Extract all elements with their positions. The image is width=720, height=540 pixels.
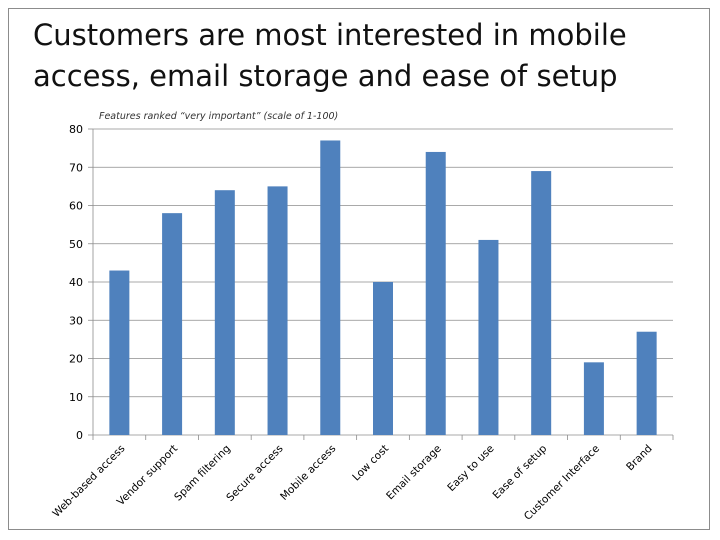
bar-2	[214, 190, 235, 435]
y-tick-label-70: 70	[69, 161, 83, 174]
x-tick-label-3: Secure access	[224, 443, 285, 504]
chart-subtitle: Features ranked “very important” (scale …	[99, 111, 339, 122]
slide-title: Customers are most interested in mobile …	[33, 18, 627, 93]
bar-4	[320, 140, 341, 435]
y-tick-label-60: 60	[69, 200, 83, 213]
bar-1	[162, 213, 183, 435]
bar-8	[531, 171, 552, 435]
bar-6	[425, 151, 446, 435]
x-tick-label-4: Mobile access	[278, 443, 338, 503]
x-tick-label-10: Brand	[624, 443, 655, 474]
y-tick-label-10: 10	[69, 391, 83, 404]
x-tick-label-5: Low cost	[350, 443, 391, 484]
y-tick-label-30: 30	[69, 314, 83, 327]
x-tick-label-8: Ease of setup	[490, 442, 549, 501]
bar-9	[583, 362, 604, 435]
x-tick-label-6: Email storage	[384, 443, 444, 503]
x-tick-label-0: Web-based access	[50, 443, 127, 520]
bar-10	[636, 331, 657, 435]
bar-3	[267, 186, 288, 435]
slide-frame: Customers are most interested in mobile …	[8, 8, 710, 530]
y-tick-label-40: 40	[69, 276, 83, 289]
y-tick-label-80: 80	[69, 123, 83, 136]
x-tick-label-7: Easy to use	[445, 443, 496, 494]
y-tick-label-0: 0	[76, 429, 83, 442]
bar-7	[478, 239, 499, 435]
y-tick-label-20: 20	[69, 353, 83, 366]
y-tick-label-50: 50	[69, 238, 83, 251]
bar-0	[109, 270, 130, 435]
bar-5	[373, 282, 393, 435]
x-tick-label-2: Spam filtering	[172, 443, 233, 504]
